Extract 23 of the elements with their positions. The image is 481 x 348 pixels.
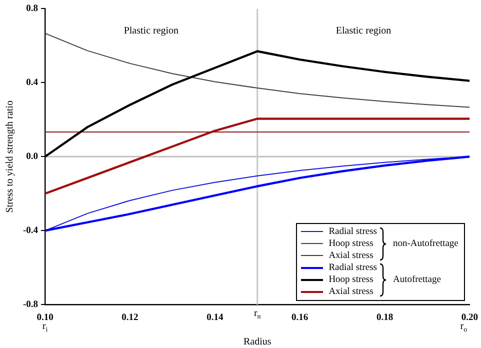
x-tick-label: 0.18 — [376, 312, 394, 323]
legend-label: Radial stress — [328, 262, 377, 274]
annotation: Plastic region — [124, 25, 179, 36]
x-tick-label: 0.14 — [206, 312, 224, 323]
y-tick-label: 0.8 — [26, 4, 38, 14]
x-tick-label: 0.10 — [36, 312, 54, 323]
legend-label: Hoop stress — [328, 274, 374, 286]
x-tick-label: 0.20 — [461, 312, 478, 323]
x-tick-label: 0.16 — [292, 312, 308, 323]
legend-label: Axial stress — [328, 250, 374, 262]
annotation: Elastic region — [336, 25, 392, 36]
y-tick-label: 0.0 — [26, 152, 38, 162]
legend-label: Axial stress — [328, 286, 374, 298]
x-axis-title: Radius — [243, 336, 272, 348]
legend-label: Hoop stress — [328, 238, 374, 250]
y-tick-label: -0.4 — [22, 226, 38, 236]
y-tick-label: -0.8 — [22, 300, 38, 310]
y-axis-title: Stress to yield strength ratio — [4, 100, 16, 213]
x-tick-label: 0.12 — [122, 312, 139, 323]
legend-label: Radial stress — [328, 226, 377, 238]
annotation: non-Autofrettage — [392, 238, 458, 249]
annotation: Autofrettage — [392, 274, 441, 285]
y-tick-label: 0.4 — [26, 78, 38, 88]
